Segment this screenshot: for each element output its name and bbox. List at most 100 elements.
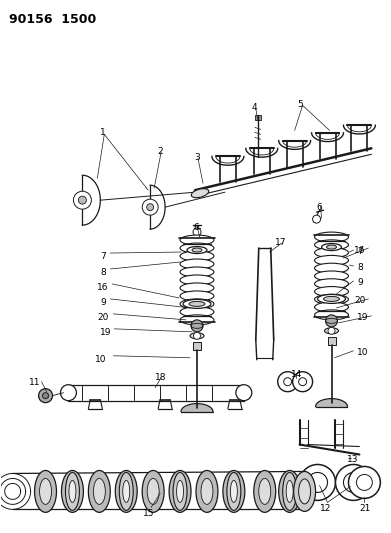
- Circle shape: [74, 191, 91, 209]
- Ellipse shape: [294, 472, 316, 511]
- Text: 9: 9: [357, 278, 363, 287]
- Text: 1: 1: [100, 128, 106, 138]
- Ellipse shape: [115, 471, 137, 512]
- Ellipse shape: [228, 478, 240, 505]
- Circle shape: [300, 464, 335, 500]
- Circle shape: [278, 372, 298, 392]
- Circle shape: [328, 327, 335, 334]
- Text: 16: 16: [354, 246, 366, 255]
- Text: 10: 10: [357, 348, 369, 357]
- Ellipse shape: [177, 480, 183, 503]
- Bar: [193, 342, 201, 350]
- Ellipse shape: [142, 471, 164, 512]
- Ellipse shape: [315, 279, 348, 289]
- Text: 11: 11: [29, 378, 40, 387]
- Text: 21: 21: [359, 504, 371, 513]
- Ellipse shape: [180, 235, 214, 245]
- Circle shape: [194, 333, 201, 340]
- Ellipse shape: [315, 263, 348, 273]
- Text: 6: 6: [317, 203, 322, 212]
- Bar: [328, 337, 335, 345]
- Circle shape: [39, 389, 52, 402]
- Text: 8: 8: [357, 263, 363, 272]
- Circle shape: [193, 228, 201, 236]
- Ellipse shape: [183, 300, 211, 309]
- Ellipse shape: [119, 472, 133, 511]
- Circle shape: [284, 378, 292, 386]
- Ellipse shape: [261, 478, 269, 505]
- Ellipse shape: [227, 472, 241, 511]
- Ellipse shape: [236, 385, 252, 401]
- Circle shape: [299, 378, 307, 386]
- Circle shape: [308, 472, 328, 492]
- Text: 20: 20: [354, 296, 366, 305]
- Ellipse shape: [180, 307, 214, 317]
- Circle shape: [79, 196, 86, 204]
- Text: 2: 2: [157, 147, 163, 156]
- Ellipse shape: [196, 471, 218, 512]
- Circle shape: [292, 372, 312, 392]
- Text: 5: 5: [298, 100, 303, 109]
- Ellipse shape: [279, 471, 301, 512]
- Text: 18: 18: [155, 373, 167, 382]
- Ellipse shape: [88, 471, 110, 512]
- Ellipse shape: [201, 479, 213, 504]
- Ellipse shape: [120, 478, 132, 505]
- Ellipse shape: [315, 248, 348, 257]
- Ellipse shape: [258, 472, 272, 511]
- Circle shape: [348, 466, 380, 498]
- Ellipse shape: [92, 472, 106, 511]
- Circle shape: [147, 204, 154, 211]
- Text: 3: 3: [194, 154, 200, 162]
- Ellipse shape: [191, 189, 209, 198]
- Ellipse shape: [41, 478, 50, 505]
- Ellipse shape: [192, 248, 202, 252]
- Ellipse shape: [65, 472, 79, 511]
- Ellipse shape: [315, 287, 348, 296]
- Ellipse shape: [299, 479, 310, 504]
- Text: 7: 7: [357, 247, 363, 256]
- Text: 6: 6: [193, 223, 199, 232]
- Ellipse shape: [180, 259, 214, 269]
- Ellipse shape: [259, 479, 271, 504]
- Ellipse shape: [169, 471, 191, 512]
- Ellipse shape: [180, 243, 214, 253]
- Circle shape: [191, 320, 203, 332]
- Circle shape: [343, 472, 363, 492]
- Ellipse shape: [180, 299, 214, 309]
- Ellipse shape: [95, 478, 103, 505]
- Ellipse shape: [180, 315, 214, 325]
- Text: 20: 20: [97, 313, 109, 322]
- Ellipse shape: [317, 294, 346, 303]
- Text: 14: 14: [291, 370, 302, 379]
- Ellipse shape: [34, 471, 56, 512]
- Ellipse shape: [326, 245, 337, 249]
- Circle shape: [312, 215, 321, 223]
- Ellipse shape: [315, 271, 348, 281]
- Ellipse shape: [323, 296, 339, 301]
- Circle shape: [357, 474, 372, 490]
- Text: 7: 7: [100, 252, 106, 261]
- Text: 12: 12: [319, 504, 331, 513]
- Text: 90156  1500: 90156 1500: [9, 13, 96, 26]
- Text: 15: 15: [143, 510, 155, 519]
- Ellipse shape: [180, 275, 214, 285]
- Ellipse shape: [146, 472, 160, 511]
- Ellipse shape: [123, 480, 130, 503]
- Ellipse shape: [180, 251, 214, 261]
- Text: 13: 13: [346, 455, 358, 464]
- Ellipse shape: [174, 478, 186, 505]
- Circle shape: [326, 315, 337, 327]
- Ellipse shape: [39, 479, 52, 504]
- Ellipse shape: [187, 247, 207, 254]
- Ellipse shape: [173, 472, 187, 511]
- Ellipse shape: [66, 478, 79, 505]
- Circle shape: [335, 464, 371, 500]
- Bar: [255, 116, 261, 120]
- Ellipse shape: [315, 302, 348, 312]
- Ellipse shape: [286, 480, 293, 503]
- Ellipse shape: [180, 267, 214, 277]
- Ellipse shape: [189, 301, 205, 306]
- Text: 8: 8: [100, 268, 106, 277]
- Ellipse shape: [315, 310, 348, 320]
